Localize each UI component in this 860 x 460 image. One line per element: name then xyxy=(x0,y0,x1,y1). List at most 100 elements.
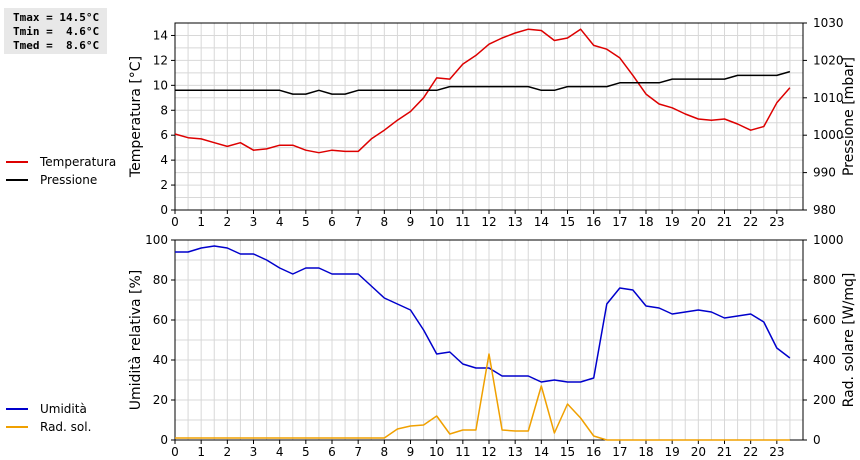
bottom-x-tick-label: 0 xyxy=(171,445,179,459)
bottom-series-1-line xyxy=(175,245,791,383)
top-x-tick-label: 11 xyxy=(455,215,470,229)
top-y-right-tick-label: 1010 xyxy=(813,91,844,105)
bottom-grid xyxy=(174,239,804,441)
bottom-x-tick-label: 20 xyxy=(691,445,706,459)
bottom-x-tick-label: 5 xyxy=(302,445,310,459)
bottom-x-tick-label: 1 xyxy=(197,445,205,459)
top-y-left-tick-label: 0 xyxy=(160,203,168,217)
top-x-tick-label: 8 xyxy=(381,215,389,229)
top-ylabel-left: Temperatura [°C] xyxy=(128,56,144,178)
legend-umidita: Umidità xyxy=(6,401,87,417)
legend-label-umidita: Umidità xyxy=(40,402,87,416)
top-y-right-tick-label: 980 xyxy=(813,203,836,217)
legend-swatch-rad-sol xyxy=(6,426,28,428)
bottom-x-tick-label: 10 xyxy=(429,445,444,459)
bottom-x-tick-label: 14 xyxy=(534,445,549,459)
bottom-x-tick-label: 22 xyxy=(743,445,758,459)
bottom-y-right-tick-label: 800 xyxy=(813,273,836,287)
legend-label-pressione: Pressione xyxy=(40,173,98,187)
top-ylabel-right: Pressione [mbar] xyxy=(841,57,857,176)
top-grid xyxy=(174,22,804,211)
bottom-x-tick-label: 16 xyxy=(586,445,601,459)
top-series-1-line xyxy=(174,28,791,154)
bottom-ylabel-right: Rad. solare [W/mq] xyxy=(841,273,857,408)
top-y-right-tick-label: 1020 xyxy=(813,53,844,67)
top-y-right-tick-label: 990 xyxy=(813,166,836,180)
top-x-tick-label: 14 xyxy=(534,215,549,229)
legend-temperatura: Temperatura xyxy=(6,154,116,170)
bottom-y-left-tick-label: 60 xyxy=(153,313,168,327)
bottom-x-tick-label: 17 xyxy=(612,445,627,459)
bottom-x-tick-label: 19 xyxy=(665,445,680,459)
bottom-y-left-tick-label: 100 xyxy=(145,233,168,247)
legend-swatch-temperatura xyxy=(6,161,28,163)
bottom-y-right-tick-label: 0 xyxy=(813,433,821,447)
top-y-left-tick-label: 2 xyxy=(160,178,168,192)
bottom-x-tick-label: 12 xyxy=(481,445,496,459)
top-x-tick-label: 3 xyxy=(250,215,258,229)
top-x-tick-label: 13 xyxy=(508,215,523,229)
top-x-tick-label: 1 xyxy=(197,215,205,229)
bottom-y-left-tick-label: 0 xyxy=(160,433,168,447)
top-x-tick-label: 2 xyxy=(224,215,232,229)
top-x-tick-label: 16 xyxy=(586,215,601,229)
bottom-x-tick-label: 9 xyxy=(407,445,415,459)
bottom-x-tick-label: 6 xyxy=(328,445,336,459)
top-x-tick-label: 23 xyxy=(769,215,784,229)
bottom-x-tick-label: 15 xyxy=(560,445,575,459)
tmed-text: Tmed = 8.6°C xyxy=(13,39,100,52)
top-y-left-tick-label: 6 xyxy=(160,128,168,142)
top-x-tick-label: 18 xyxy=(638,215,653,229)
legend-label-rad-sol: Rad. sol. xyxy=(40,420,92,434)
top-x-tick-label: 19 xyxy=(665,215,680,229)
bottom-y-right-tick-label: 200 xyxy=(813,393,836,407)
top-x-tick-label: 21 xyxy=(717,215,732,229)
legend-swatch-umidita xyxy=(6,408,28,410)
bottom-y-left-tick-label: 40 xyxy=(153,353,168,367)
legend-swatch-pressione xyxy=(6,179,28,181)
top-x-tick-label: 6 xyxy=(328,215,336,229)
bottom-x-tick-label: 13 xyxy=(508,445,523,459)
top-y-left-tick-label: 14 xyxy=(153,28,168,42)
top-x-tick-label: 17 xyxy=(612,215,627,229)
top-x-tick-label: 5 xyxy=(302,215,310,229)
top-x-tick-label: 7 xyxy=(354,215,362,229)
top-y-left-tick-label: 8 xyxy=(160,103,168,117)
bottom-x-tick-label: 11 xyxy=(455,445,470,459)
tmax-text: Tmax = 14.5°C xyxy=(13,11,100,24)
bottom-y-right-tick-label: 1000 xyxy=(813,233,844,247)
tmin-text: Tmin = 4.6°C xyxy=(13,25,100,38)
top-x-tick-label: 0 xyxy=(171,215,179,229)
bottom-y-left-tick-label: 20 xyxy=(153,393,168,407)
top-x-tick-label: 10 xyxy=(429,215,444,229)
bottom-ylabel-left: Umidità relativa [%] xyxy=(128,270,144,411)
bottom-x-tick-label: 7 xyxy=(354,445,362,459)
bottom-x-tick-label: 18 xyxy=(638,445,653,459)
top-x-tick-label: 9 xyxy=(407,215,415,229)
top-y-right-tick-label: 1030 xyxy=(813,16,844,30)
top-y-left-tick-label: 12 xyxy=(153,53,168,67)
bottom-x-tick-label: 3 xyxy=(250,445,258,459)
bottom-series-2-line xyxy=(175,353,790,441)
legend-rad-sol: Rad. sol. xyxy=(6,419,91,435)
top-x-tick-label: 4 xyxy=(276,215,284,229)
top-y-left-tick-label: 10 xyxy=(153,78,168,92)
top-x-tick-label: 22 xyxy=(743,215,758,229)
bottom-y-right-tick-label: 400 xyxy=(813,353,836,367)
top-y-right-tick-label: 1000 xyxy=(813,128,844,142)
top-x-tick-label: 12 xyxy=(481,215,496,229)
top-y-left-tick-label: 4 xyxy=(160,153,168,167)
bottom-x-tick-label: 21 xyxy=(717,445,732,459)
top-x-tick-label: 15 xyxy=(560,215,575,229)
bottom-y-right-tick-label: 600 xyxy=(813,313,836,327)
top-x-tick-label: 20 xyxy=(691,215,706,229)
top-series-2-line xyxy=(175,70,791,95)
bottom-x-tick-label: 2 xyxy=(224,445,232,459)
bottom-x-tick-label: 8 xyxy=(381,445,389,459)
legend-pressione: Pressione xyxy=(6,172,97,188)
bottom-x-tick-label: 23 xyxy=(769,445,784,459)
bottom-y-left-tick-label: 80 xyxy=(153,273,168,287)
bottom-x-tick-label: 4 xyxy=(276,445,284,459)
stats-box: Tmax = 14.5°C Tmin = 4.6°C Tmed = 8.6°C xyxy=(4,8,107,54)
